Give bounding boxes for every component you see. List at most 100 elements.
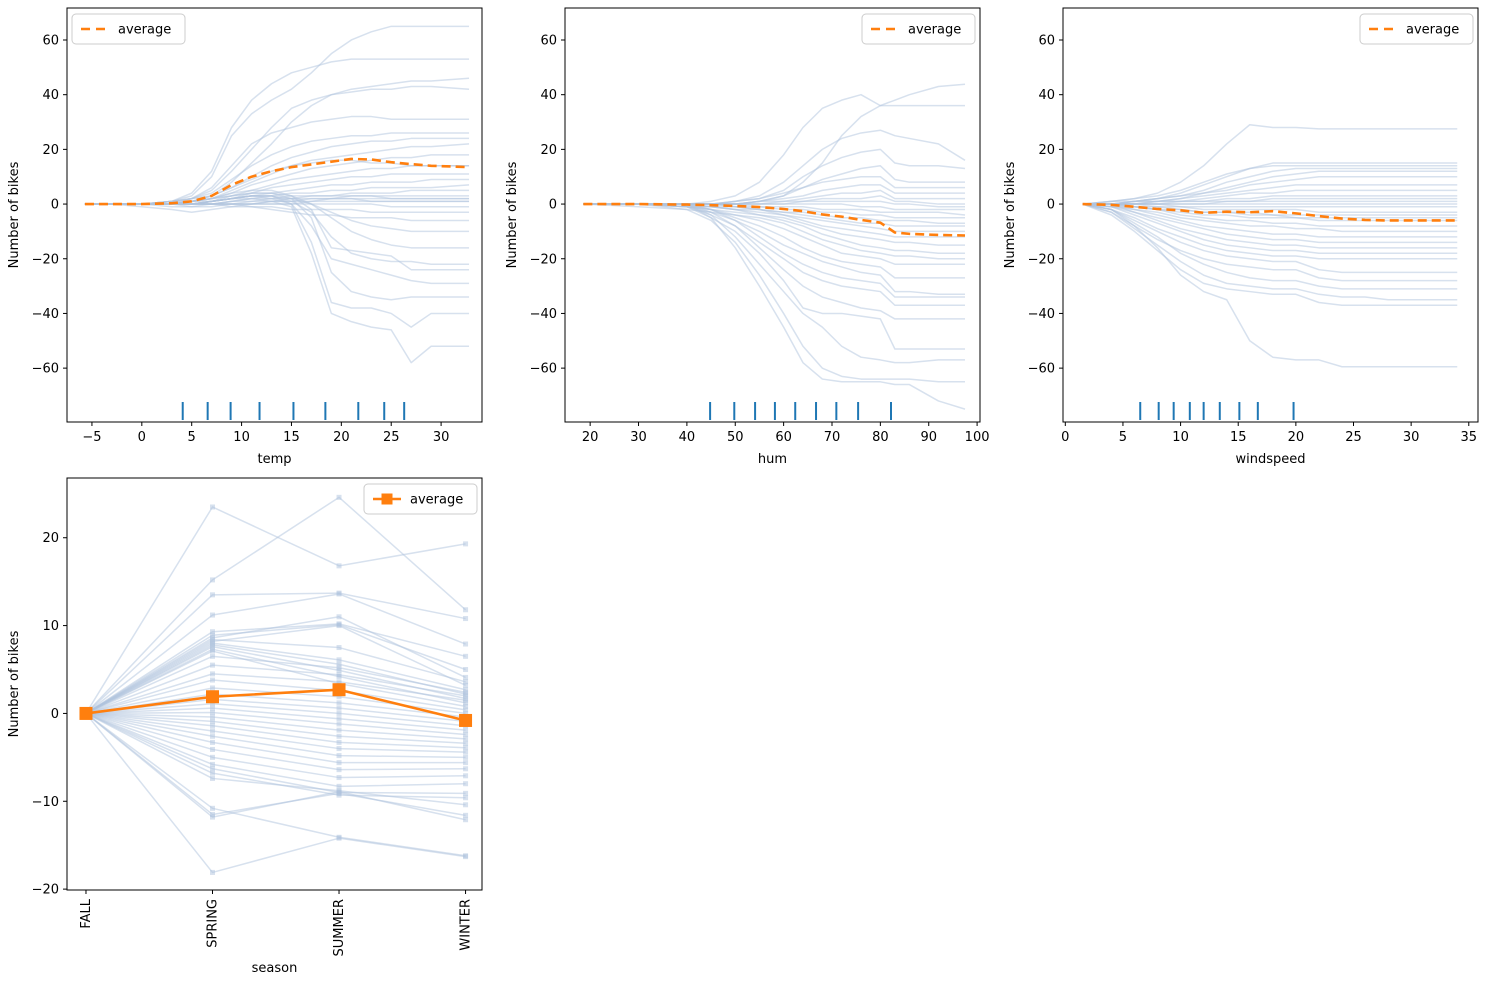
- ice-marker: [210, 644, 216, 650]
- x-tick-label: 30: [1403, 430, 1420, 445]
- ice-line: [85, 616, 466, 715]
- average-line: [84, 157, 470, 206]
- ice-marker: [463, 740, 469, 746]
- x-tick-label: 25: [1345, 430, 1362, 445]
- x-tick-label: 20: [582, 430, 599, 445]
- ice-marker: [210, 677, 216, 683]
- ice-marker: [336, 739, 342, 745]
- subplot-season: FALL SPRING SUMMER WINTER −20 −10 0 10 20 season N…: [7, 477, 483, 976]
- ice-marker: [336, 783, 342, 789]
- x-tick-label: 0: [1061, 430, 1069, 445]
- x-tick-label: 90: [920, 430, 937, 445]
- axes-background: [67, 8, 482, 422]
- x-tick-label: 15: [1230, 430, 1247, 445]
- ice-marker: [463, 641, 469, 647]
- ice-marker: [463, 679, 469, 685]
- ice-marker: [210, 504, 216, 510]
- legend: average: [363, 483, 478, 515]
- decile-rug-marks: [1139, 402, 1295, 420]
- ice-marker: [463, 697, 469, 703]
- x-axis-label: temp: [257, 452, 291, 467]
- axes-frame: [66, 7, 483, 423]
- ice-marker: [463, 682, 469, 688]
- pdp-average-polyline: [84, 157, 470, 206]
- ice-line: [1082, 203, 1458, 274]
- ice-marker: [463, 727, 469, 733]
- legend-label: average: [1406, 23, 1459, 38]
- legend: average: [71, 13, 186, 45]
- ice-marker: [210, 733, 216, 739]
- ice-line: [1082, 203, 1458, 208]
- x-tick-label: 70: [824, 430, 841, 445]
- y-tick-label: −20: [32, 252, 59, 267]
- ice-line: [583, 203, 966, 350]
- ice-marker: [336, 721, 342, 727]
- legend-sample-marker: [381, 493, 393, 505]
- y-axis: −60 −40 −20 0 20 40 60: [530, 33, 565, 377]
- y-tick-label: −20: [530, 252, 557, 267]
- ice-marker: [210, 714, 216, 720]
- y-tick-label: 40: [540, 88, 557, 103]
- ice-marker: [336, 753, 342, 759]
- decile-rug-marks: [181, 402, 406, 420]
- ice-line: [85, 712, 466, 857]
- ice-line: [1082, 195, 1458, 205]
- ice-marker: [210, 685, 216, 691]
- ice-marker: [336, 623, 342, 629]
- x-axis-label: hum: [758, 452, 787, 467]
- ice-line: [85, 506, 466, 714]
- average-marker: [332, 683, 346, 697]
- y-tick-label: 60: [1038, 33, 1055, 48]
- legend-box: [1359, 13, 1474, 45]
- ice-marker: [463, 795, 469, 801]
- x-tick-label: 30: [433, 430, 450, 445]
- ice-lines: [83, 494, 469, 875]
- ice-line: [85, 638, 466, 715]
- ice-line: [85, 496, 467, 714]
- legend-box: [363, 483, 478, 515]
- pdp-average-polyline: [85, 688, 466, 722]
- ice-line: [1082, 124, 1458, 205]
- ice-marker: [336, 760, 342, 766]
- ice-line: [583, 203, 966, 364]
- average-line: [79, 683, 473, 727]
- y-axis-label: Number of bikes: [7, 630, 22, 737]
- x-tick-label: 10: [233, 430, 250, 445]
- y-tick-label: −40: [530, 307, 557, 322]
- ice-marker: [210, 648, 216, 654]
- ice-marker: [336, 835, 342, 841]
- x-tick-label: 20: [1288, 430, 1305, 445]
- ice-line: [84, 58, 470, 205]
- ice-marker: [210, 718, 216, 724]
- y-tick-label: 20: [1038, 143, 1055, 158]
- x-axis: 0 5 10 15 20 25 30 35: [1061, 422, 1477, 445]
- ice-marker: [463, 689, 469, 695]
- legend-box: [71, 13, 186, 45]
- ice-marker: [336, 727, 342, 733]
- y-tick-label: 20: [540, 143, 557, 158]
- ice-line: [85, 712, 466, 749]
- y-axis: −60 −40 −20 0 20 40 60: [32, 33, 67, 377]
- y-axis: −20 −10 0 10 20: [32, 531, 67, 898]
- x-tick-label: 5: [188, 430, 196, 445]
- y-axis: −60 −40 −20 0 20 40 60: [1028, 33, 1063, 377]
- ice-marker: [336, 645, 342, 651]
- ice-marker: [463, 773, 469, 779]
- ice-marker: [336, 694, 342, 700]
- ice-marker: [336, 563, 342, 569]
- average-line: [583, 202, 966, 237]
- ice-marker: [210, 805, 216, 811]
- ice-line: [85, 698, 466, 723]
- ice-marker: [336, 716, 342, 722]
- legend-box: [861, 13, 976, 45]
- ice-marker: [463, 817, 469, 823]
- ice-marker: [210, 662, 216, 668]
- ice-marker: [463, 700, 469, 706]
- x-tick-label: 35: [1461, 430, 1478, 445]
- ice-line: [1082, 203, 1458, 233]
- ice-marker: [463, 541, 469, 547]
- ice-line: [85, 707, 466, 731]
- ice-line: [583, 203, 966, 410]
- ice-marker: [210, 671, 216, 677]
- average-line: [1082, 202, 1458, 222]
